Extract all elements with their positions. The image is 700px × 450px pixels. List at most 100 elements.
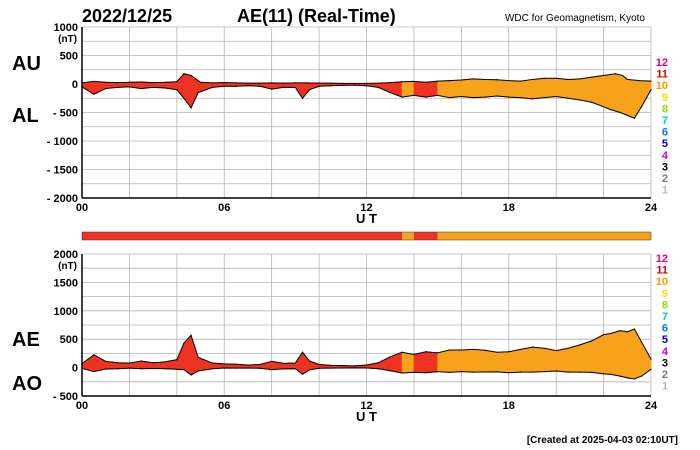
data-point-al (354, 84, 356, 86)
data-point-ae (484, 349, 486, 351)
data-point-al (496, 95, 498, 97)
level-fill-segment (491, 79, 495, 97)
level-fill-segment (420, 351, 424, 373)
level-fill-segment (515, 80, 519, 98)
level-fill-segment (290, 362, 294, 370)
data-point-au (318, 82, 320, 84)
data-point-ao (247, 367, 249, 369)
level-fill-segment (399, 81, 403, 98)
data-point-au (543, 77, 545, 79)
level-fill-segment (567, 79, 571, 99)
level-fill-segment (143, 81, 147, 89)
level-fill-segment (437, 80, 441, 97)
data-point-ao (437, 370, 439, 373)
level-fill-segment (475, 349, 479, 373)
level-fill-segment (152, 362, 156, 369)
level-fill-segment (117, 82, 121, 88)
level-fill-segment (589, 76, 593, 103)
data-point-al (140, 87, 142, 90)
data-point-ae (247, 364, 249, 366)
level-fill-segment (562, 78, 566, 99)
level-fill-segment (183, 73, 187, 103)
level-fill-segment (423, 351, 427, 374)
level-fill-segment (615, 73, 619, 113)
legend-level-7: 7 (662, 115, 668, 127)
level-fill-segment (112, 361, 116, 370)
level-fill-segment (110, 82, 114, 89)
level-fill-segment (287, 82, 291, 88)
data-point-ae (401, 351, 403, 353)
data-point-al (626, 114, 628, 116)
data-point-ae (448, 349, 451, 351)
data-point-al (183, 97, 185, 99)
legend-level-8: 8 (662, 103, 668, 115)
data-point-ae (152, 362, 154, 364)
series-label-ae: AE (12, 329, 40, 351)
data-point-ae (602, 334, 605, 336)
level-fill-segment (615, 330, 619, 377)
legend-level-1: 1 (662, 381, 668, 393)
level-fill-segment (273, 82, 277, 90)
y-tick-label: 500 (60, 51, 78, 63)
level-fill-segment (276, 361, 280, 370)
level-fill-segment (150, 82, 154, 88)
data-point-al (401, 96, 403, 98)
data-point-al (567, 97, 569, 99)
data-point-au (621, 74, 624, 77)
x-tick-label: 06 (218, 400, 230, 412)
level-fill-segment (228, 363, 232, 369)
level-fill-segment (534, 347, 538, 373)
level-fill-segment (415, 353, 419, 373)
level-fill-segment (624, 331, 628, 379)
level-fill-segment (619, 330, 623, 378)
level-fill-segment (219, 363, 223, 369)
y-tick-label: 1000 (54, 306, 78, 318)
level-fill-segment (589, 340, 593, 373)
level-fill-segment (470, 78, 474, 99)
level-fill-segment (472, 349, 476, 373)
panel-au-al: 1000 500 0 - 500 - 1000 - 1500 - 2000 (nT) 00 06 1… (12, 22, 669, 226)
data-point-ao (508, 372, 510, 374)
series-label-ao: AO (12, 373, 42, 395)
data-point-al (176, 89, 178, 91)
level-fill-segment (183, 339, 187, 372)
y-tick-label: - 500 (53, 391, 78, 403)
level-fill-segment (638, 337, 642, 378)
level-fill-segment (517, 80, 521, 98)
level-fill-segment (404, 352, 408, 374)
level-fill-segment (280, 362, 284, 370)
data-point-ao (591, 371, 593, 374)
level-fill-segment (157, 361, 161, 369)
data-point-ae (318, 363, 320, 366)
level-fill-segment (610, 73, 614, 111)
data-point-al (610, 109, 612, 111)
level-fill-segment (415, 81, 419, 97)
legend-level-10: 10 (656, 276, 668, 288)
y-tick-label: 1500 (54, 277, 78, 289)
data-point-ae (591, 340, 593, 342)
data-point-al (309, 89, 311, 91)
data-point-au (152, 81, 154, 84)
level-fill-segment (283, 82, 287, 88)
level-fill-segment (117, 362, 121, 370)
data-point-al (591, 101, 593, 103)
data-point-ao (484, 371, 486, 373)
data-point-ae (176, 359, 178, 361)
level-fill-segment (150, 362, 154, 369)
level-fill-segment (91, 354, 95, 372)
level-fill-segment (290, 82, 294, 88)
date-title: 2022/12/25 (82, 6, 172, 26)
data-point-al (190, 107, 192, 109)
level-fill-segment (446, 349, 450, 373)
level-fill-segment (152, 82, 156, 88)
data-point-ae (271, 360, 273, 362)
data-point-al (460, 95, 462, 98)
level-fill-segment (221, 363, 225, 369)
level-fill-segment (399, 351, 403, 374)
level-fill-segment (105, 81, 109, 89)
level-fill-segment (394, 353, 398, 373)
data-point-ae (460, 349, 462, 351)
data-point-au (128, 81, 131, 83)
legend-level-4: 4 (662, 150, 669, 162)
data-point-al (152, 86, 154, 89)
